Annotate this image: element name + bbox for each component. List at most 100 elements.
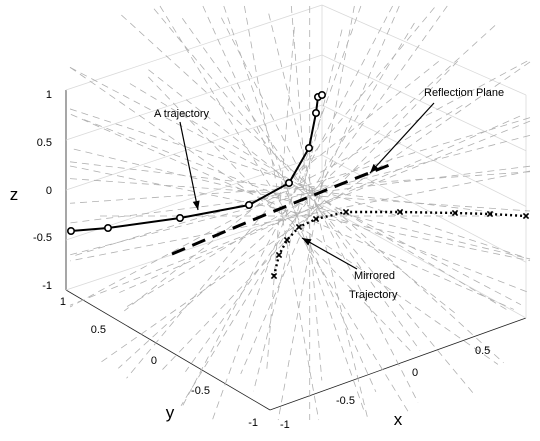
annotations: A trajectory Reflection Plane Mirrored T… (154, 87, 504, 301)
background-line (253, 29, 343, 392)
trajectory-point (67, 227, 76, 236)
trajectory-point (304, 144, 313, 153)
plane-arrow-head (370, 163, 379, 173)
trajectory-point (176, 214, 185, 223)
grid-line (65, 54, 323, 141)
background-line (70, 113, 515, 310)
background-line (268, 13, 368, 418)
mirrored-trajectory-point (522, 212, 530, 220)
y-tick-labels: 1 0.5 0 -0.5 -1 (60, 296, 258, 429)
background-line (290, 5, 323, 381)
background-dashed-lines (69, 5, 531, 421)
background-line (266, 26, 295, 372)
background-line (69, 134, 531, 256)
mirrored-trajectory-point (312, 215, 320, 223)
background-line (124, 61, 439, 312)
y-axis-line (65, 289, 271, 411)
mirrored-arrow (301, 237, 358, 270)
reflection-plane-line (171, 162, 393, 256)
mirrored-arrow-head (302, 238, 312, 246)
background-line (212, 5, 362, 421)
x-tick-labels: -1 -0.5 0 0.5 (280, 345, 490, 431)
mirrored-trajectory-point (486, 210, 494, 218)
background-line (221, 17, 419, 403)
background-line (70, 117, 531, 258)
background-line (69, 171, 531, 204)
trajectory-arrow (179, 121, 199, 211)
y-tick-label: 0.5 (91, 324, 106, 336)
mirrored-trajectory-point (451, 209, 459, 217)
background-line (126, 104, 463, 308)
mirrored-trajectory-point (396, 208, 404, 216)
trajectory-point (284, 179, 293, 188)
trajectory-arrow-head (192, 200, 200, 210)
z-tick-label: -1 (42, 280, 52, 292)
background-line (148, 76, 413, 353)
background-line (118, 25, 496, 369)
grid-line (321, 204, 527, 319)
x-tick-label: -0.5 (336, 395, 355, 407)
mirrored-annotation-line2: Trajectory (349, 289, 398, 301)
trajectory-point (104, 224, 113, 233)
axes-box (65, 90, 527, 411)
background-line (83, 119, 531, 294)
background-line (69, 60, 528, 308)
background-line (69, 165, 531, 224)
background-line (69, 66, 499, 365)
background-line (240, 5, 400, 375)
grid-panes (65, 4, 527, 319)
grid-line (321, 54, 527, 152)
mirrored-trajectory-point (275, 251, 283, 259)
y-axis-label: y (166, 403, 175, 422)
mirrored-annotation-line1: Mirrored (354, 270, 395, 282)
y-tick-label: 0 (151, 355, 157, 367)
trajectory-point (311, 109, 320, 118)
background-line (69, 66, 522, 306)
mirrored-trajectory-point (270, 272, 278, 280)
trajectory-annotation: A trajectory (154, 108, 210, 120)
x-axis-label: x (394, 410, 403, 429)
background-line (202, 5, 377, 393)
grid-line (65, 4, 323, 91)
background-line (126, 7, 435, 379)
plane-arrow (369, 102, 435, 174)
x-tick-label: -1 (280, 419, 290, 431)
background-line (180, 5, 393, 410)
background-line (69, 120, 531, 306)
background-line (69, 170, 531, 262)
trajectory-point (245, 201, 254, 210)
grid-line (321, 154, 527, 263)
mirrored-trajectory-point (342, 208, 350, 216)
plane-annotation: Reflection Plane (424, 87, 504, 99)
background-line (159, 5, 410, 413)
trajectory-point (317, 91, 326, 100)
annotation-arrows (179, 102, 435, 270)
z-tick-label: 1 (46, 89, 52, 101)
z-axis-label: z (10, 185, 19, 204)
background-line (119, 115, 521, 293)
background-line (244, 5, 320, 421)
z-tick-label: -0.5 (33, 232, 52, 244)
z-tick-label: 0 (46, 185, 52, 197)
grid-line (321, 104, 527, 207)
z-tick-label: 0.5 (37, 137, 52, 149)
grid-line (65, 104, 323, 191)
y-tick-label: 1 (60, 296, 66, 308)
grid-line (65, 204, 323, 291)
series-layer (67, 91, 530, 280)
mirrored-trajectory-point (295, 223, 303, 231)
y-tick-label: -0.5 (191, 385, 210, 397)
background-line (180, 22, 415, 407)
x-tick-label: 0 (412, 367, 418, 379)
mirrored-trajectory-line (272, 210, 527, 277)
background-line (181, 18, 421, 351)
background-line (153, 8, 475, 395)
y-tick-label: -1 (248, 417, 258, 429)
background-line (121, 14, 504, 364)
z-tick-labels: 1 0.5 0 -0.5 -1 (33, 89, 52, 292)
mirrored-trajectory-point (283, 236, 291, 244)
background-line (185, 5, 448, 372)
x-tick-label: 0.5 (475, 345, 490, 357)
